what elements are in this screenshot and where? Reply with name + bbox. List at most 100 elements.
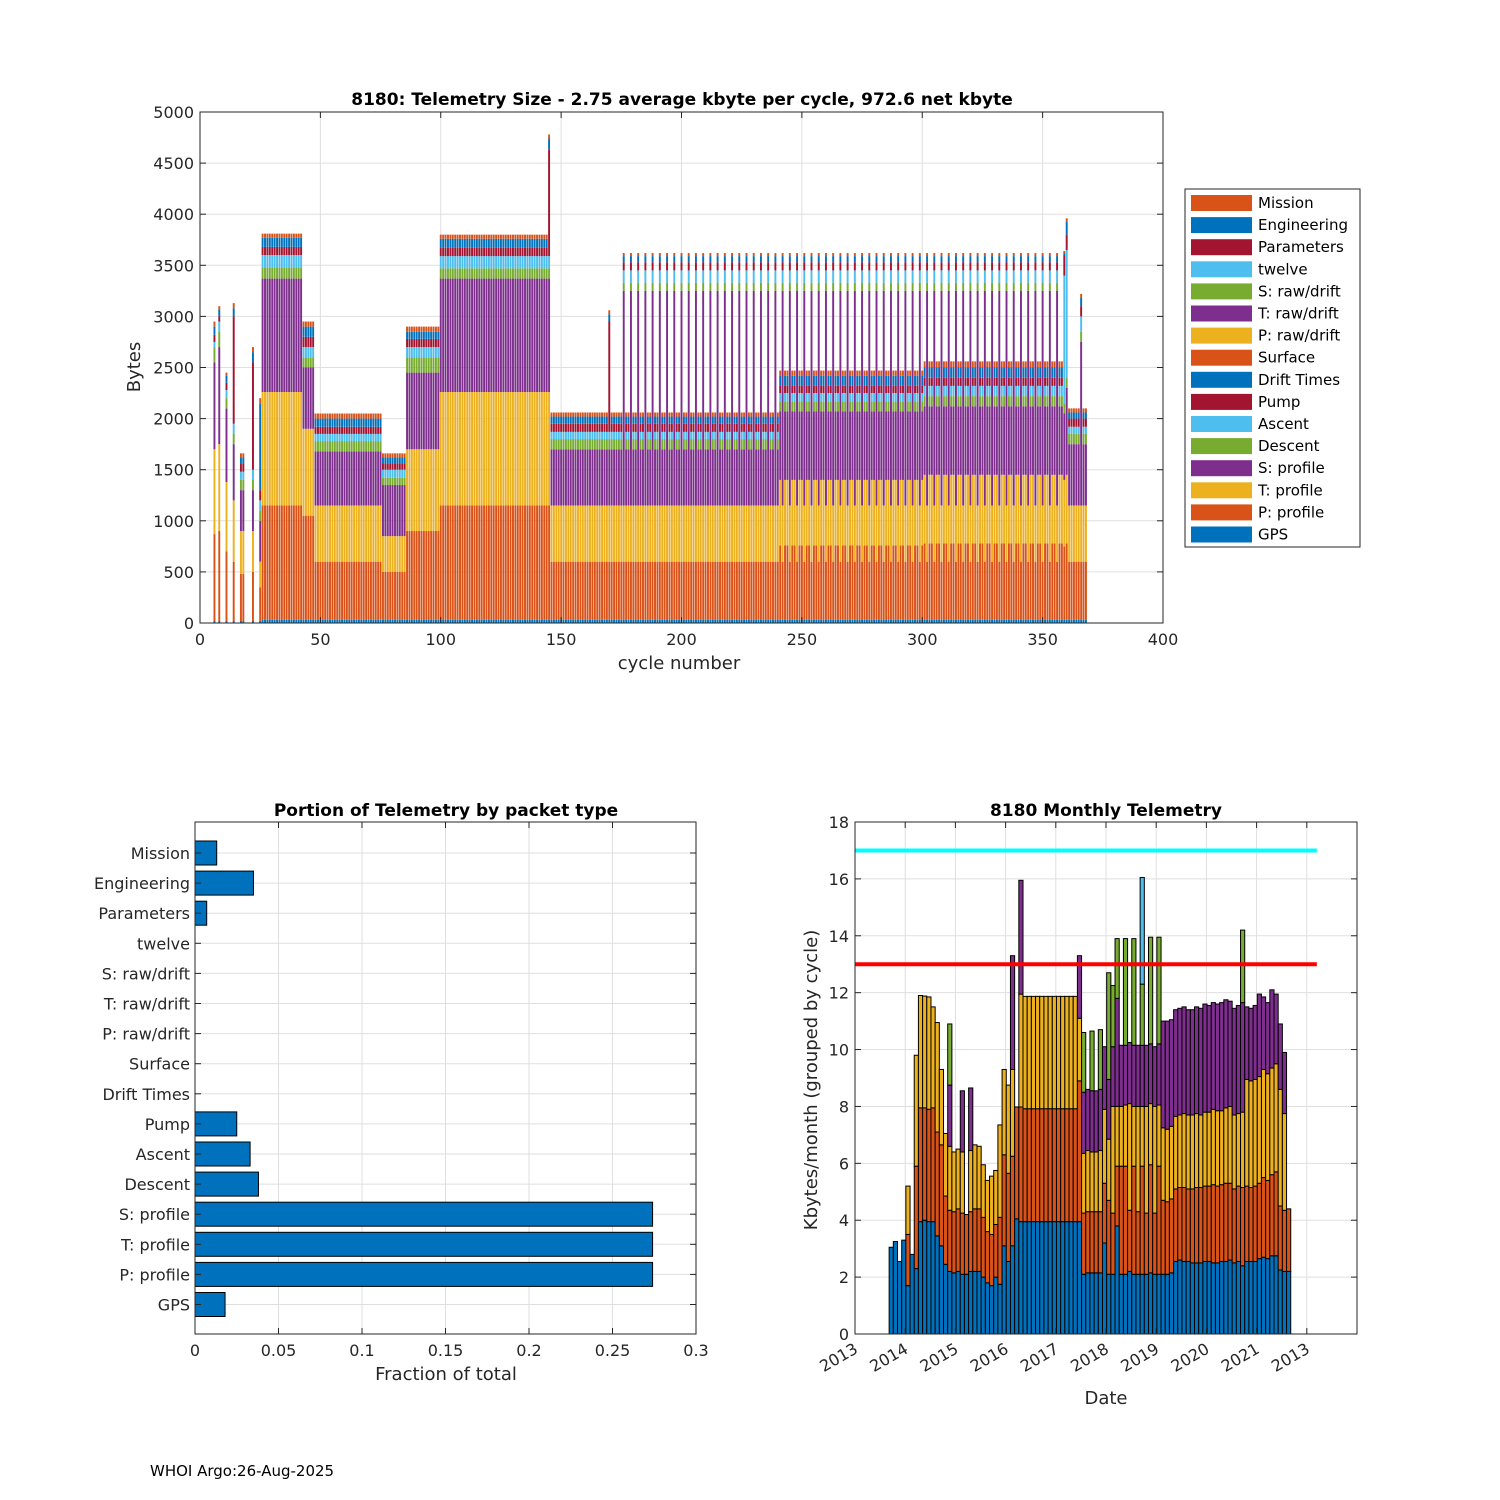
bar-segment-gps <box>581 619 584 623</box>
bar-segment-descent <box>969 282 972 291</box>
bar-segment-descent <box>875 282 878 291</box>
bar-segment-ascent <box>345 433 348 442</box>
bar-segment-pump <box>1007 377 1010 386</box>
month-bar-segment <box>1164 1020 1170 1130</box>
month-bar-segment <box>930 1006 936 1109</box>
bar-segment-t-profile <box>637 505 640 562</box>
bar-segment-drift-times <box>259 403 262 491</box>
bar-segment-surface <box>870 370 873 376</box>
bar-segment-ascent <box>610 431 613 440</box>
bar-segment-p-profile <box>755 561 758 620</box>
bar-segment-ascent <box>1046 385 1049 397</box>
bar-segment-drift-times <box>420 331 423 339</box>
bar-segment-t-profile <box>805 479 808 546</box>
bar-segment-s-profile <box>374 451 377 506</box>
bar-segment-descent <box>1032 396 1034 407</box>
bar-segment-t-profile <box>620 505 623 562</box>
bar-segment-p-profile <box>1027 561 1030 620</box>
bar-segment-s-profile <box>791 411 794 480</box>
bar-segment-p-profile <box>738 561 741 620</box>
bar-segment-surface <box>512 234 514 239</box>
bar-segment-drift-times <box>324 418 327 427</box>
bar-segment-t-profile <box>242 531 245 574</box>
bar-segment-surface <box>1058 361 1061 368</box>
bar-segment-ascent <box>605 431 608 440</box>
bar-segment-pump <box>1041 262 1044 271</box>
bar-segment-gps <box>273 619 276 623</box>
bar-segment-ascent <box>309 347 312 358</box>
bar-segment-descent <box>668 439 671 450</box>
bar-segment-t-profile <box>827 479 830 546</box>
bar-segment-pump <box>685 423 688 432</box>
bar-segment-gps <box>1019 619 1022 623</box>
cycle-bar <box>873 370 876 623</box>
month-bar-segment <box>938 1068 945 1146</box>
cycle-bar <box>1082 408 1085 623</box>
bar-segment-pump <box>333 426 336 434</box>
bar-segment-drift-times <box>625 416 628 424</box>
bar-segment-ascent <box>829 393 832 402</box>
bar-segment-gps <box>995 619 998 623</box>
bar-segment-descent <box>930 396 933 407</box>
bar-segment-t-profile <box>685 505 688 562</box>
month-bar-segment <box>947 1209 953 1272</box>
y-tick-label: 6 <box>839 1154 849 1173</box>
cycle-bar <box>728 412 731 623</box>
bar-segment-gps <box>796 619 799 623</box>
month-bar-segment <box>1152 1212 1158 1275</box>
bar-segment-surface <box>668 412 671 417</box>
bar-segment-descent <box>516 268 519 279</box>
bar-segment-pump <box>454 247 457 257</box>
bar-segment-t-profile <box>516 392 519 506</box>
bar-segment-drift-times <box>892 375 895 386</box>
cycle-bar <box>610 412 613 623</box>
cycle-bar <box>1048 253 1051 623</box>
cycle-bar <box>586 412 589 623</box>
cycle-bar <box>1046 361 1049 623</box>
bar-segment-ascent <box>877 393 880 402</box>
bar-segment-t-profile <box>280 392 283 506</box>
legend-label: Surface <box>1258 349 1315 367</box>
cycle-bar <box>711 412 714 623</box>
bar-segment-pump <box>894 385 897 394</box>
bar-segment-ascent <box>967 385 969 397</box>
bar-segment-s-profile <box>887 411 890 480</box>
bar-segment-t-profile <box>909 479 912 546</box>
bar-segment-descent <box>442 268 445 279</box>
bar-segment-ascent <box>471 256 474 269</box>
x-tick-label: 0.05 <box>261 1341 297 1360</box>
month-bar-segment <box>1177 1007 1183 1116</box>
month-bar-segment <box>993 1169 999 1225</box>
cycle-bar <box>367 413 370 623</box>
month-bar <box>1260 996 1267 1335</box>
month-bar-segment <box>1277 1269 1283 1335</box>
bar-segment-p-profile <box>767 561 770 620</box>
bar-segment-drift-times <box>499 238 502 248</box>
bar-segment-s-profile <box>945 406 948 475</box>
bar-segment-gps <box>707 619 709 623</box>
bar-segment-ascent <box>451 256 454 269</box>
bar-segment-pump <box>1024 377 1027 386</box>
bar-segment-t-profile <box>338 505 341 562</box>
bar-segment-ascent <box>295 255 298 268</box>
month-bar-segment <box>1156 936 1162 1045</box>
bar-segment-t-profile <box>747 505 750 562</box>
bar-segment-descent <box>933 282 936 291</box>
monthly-y-label: Kbytes/month (grouped by cycle) <box>801 930 822 1230</box>
bar-segment-ascent <box>646 431 649 440</box>
bar-segment-pump <box>1022 377 1025 386</box>
bar-segment-p-profile <box>336 561 339 620</box>
bar-segment-descent <box>1058 396 1061 407</box>
legend-item: Mission <box>1191 194 1314 212</box>
bar-segment-p-profile <box>297 505 300 620</box>
bar-segment-drift-times <box>954 256 957 263</box>
bar-segment-ascent <box>991 270 994 283</box>
bar-segment-ascent <box>716 270 719 283</box>
cycle-bar <box>723 253 726 623</box>
bar-segment-ascent <box>935 385 938 397</box>
bar-segment-descent <box>439 268 442 279</box>
bar-segment-pump <box>321 426 324 434</box>
bar-segment-s-profile <box>969 290 972 506</box>
bar-segment-ascent <box>333 433 336 442</box>
bar-segment-gps <box>877 619 880 623</box>
